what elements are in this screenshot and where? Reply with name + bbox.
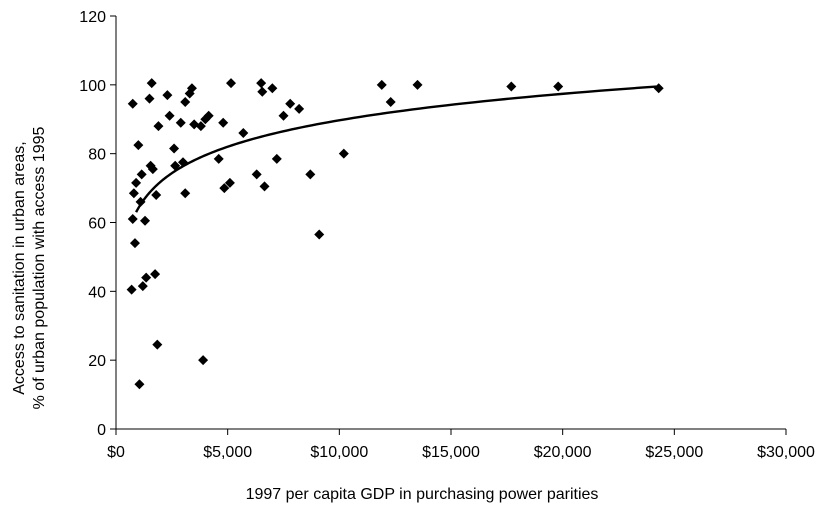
data-point	[271, 153, 282, 164]
axes	[115, 16, 786, 430]
data-point	[140, 215, 151, 226]
y-axis-ticks: 0 20 40 60 80 100 120	[79, 9, 116, 439]
data-point	[151, 189, 162, 200]
x-tick-label: $5,000	[203, 444, 252, 461]
x-tick-label: $25,000	[645, 444, 703, 461]
data-point	[653, 83, 664, 94]
x-axis-title: 1997 per capita GDP in purchasing power …	[246, 486, 599, 503]
data-point	[376, 79, 387, 90]
data-point	[131, 177, 142, 188]
data-point	[267, 83, 278, 94]
data-point	[224, 177, 235, 188]
data-point	[203, 110, 214, 121]
data-point	[257, 86, 268, 97]
data-point	[305, 169, 316, 180]
data-point	[127, 214, 138, 225]
data-point	[133, 140, 144, 151]
data-point	[150, 269, 161, 280]
y-tick-label: 40	[88, 284, 106, 301]
data-point	[180, 97, 191, 108]
data-point	[170, 160, 181, 171]
y-tick-label: 100	[79, 78, 106, 95]
data-point	[169, 143, 180, 154]
data-point	[147, 164, 158, 175]
data-point	[164, 110, 175, 121]
data-point	[126, 284, 137, 295]
data-point	[136, 169, 147, 180]
data-point	[152, 339, 163, 350]
y-axis-title-line-2: % of urban population with access 1995	[31, 126, 48, 409]
y-tick-label: 0	[97, 422, 106, 439]
data-point	[127, 98, 138, 109]
data-point	[144, 93, 155, 104]
y-tick-label: 80	[88, 147, 106, 164]
x-tick-label: $10,000	[310, 444, 368, 461]
data-point	[256, 78, 267, 89]
data-point	[238, 128, 249, 139]
data-point	[251, 169, 262, 180]
y-axis-title-line-1: Access to sanitation in urban areas,	[11, 141, 28, 394]
data-point	[294, 103, 305, 114]
data-point	[553, 81, 564, 92]
data-point	[278, 110, 289, 121]
data-point	[338, 148, 349, 159]
data-point	[141, 272, 152, 283]
data-point	[178, 157, 188, 168]
data-point	[180, 188, 191, 199]
data-point	[186, 83, 197, 94]
data-point	[135, 196, 146, 207]
data-point	[146, 78, 157, 89]
data-point	[506, 81, 517, 92]
trendline	[135, 85, 657, 213]
x-tick-label: $15,000	[422, 444, 480, 461]
data-point	[226, 78, 237, 89]
x-tick-label: $30,000	[757, 444, 815, 461]
data-point	[219, 183, 230, 194]
x-tick-label: $0	[107, 444, 125, 461]
data-point	[259, 181, 270, 192]
data-points	[126, 78, 664, 390]
x-axis-ticks: $0 $5,000 $10,000 $15,000 $20,000 $25,000 $30,…	[107, 429, 815, 461]
data-point	[134, 379, 145, 390]
data-point	[385, 97, 396, 108]
x-tick-label: $20,000	[534, 444, 592, 461]
data-point	[213, 153, 224, 164]
data-point	[153, 121, 164, 132]
y-tick-label: 120	[79, 9, 106, 26]
y-tick-label: 20	[88, 353, 106, 370]
data-point	[412, 79, 423, 90]
y-tick-label: 60	[88, 216, 106, 233]
data-point	[129, 238, 140, 249]
data-point	[162, 90, 173, 101]
data-point	[128, 188, 139, 199]
data-point	[195, 121, 206, 132]
data-point	[314, 229, 325, 240]
data-point	[189, 119, 200, 130]
data-point	[218, 117, 229, 128]
data-point	[175, 117, 186, 128]
y-axis-title: Access to sanitation in urban areas, % o…	[11, 126, 48, 409]
data-point	[137, 281, 148, 292]
data-point	[285, 98, 296, 109]
data-point	[198, 355, 209, 366]
